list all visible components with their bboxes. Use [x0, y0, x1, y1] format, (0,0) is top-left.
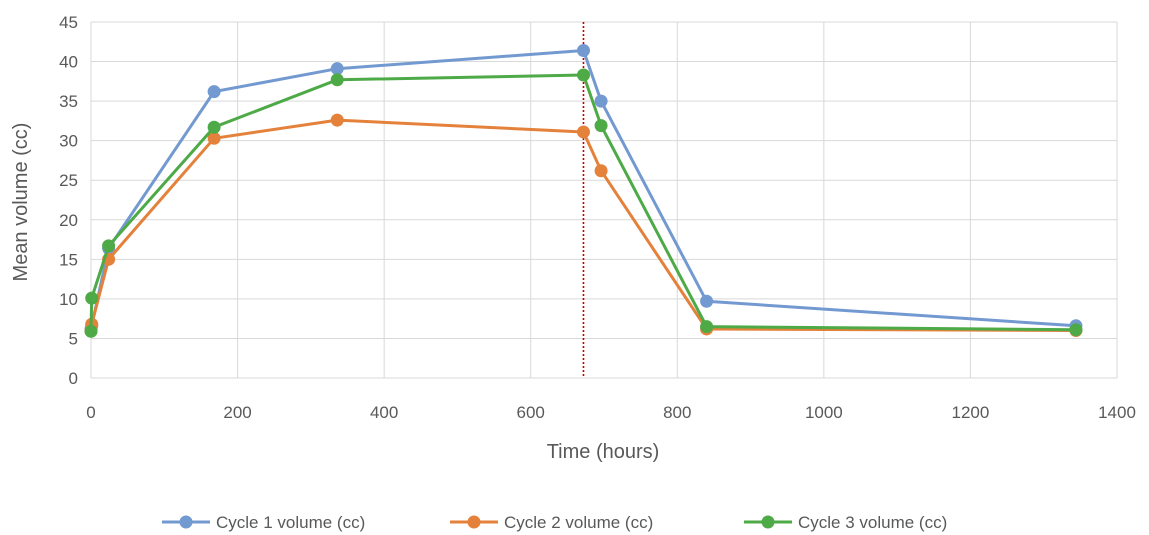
- data-point: [576, 43, 590, 57]
- series-layer: [84, 43, 1083, 338]
- data-point: [700, 294, 714, 308]
- x-tick-label: 1200: [952, 403, 990, 422]
- legend-swatch-marker: [761, 515, 775, 529]
- y-tick-label: 35: [59, 92, 78, 111]
- series-3: [84, 68, 1083, 338]
- data-point: [207, 85, 221, 99]
- legend-swatch-marker: [179, 515, 193, 529]
- legend: Cycle 1 volume (cc) Cycle 2 volume (cc) Cy…: [162, 513, 947, 532]
- legend-label: Cycle 1 volume (cc): [216, 513, 365, 532]
- data-point: [594, 164, 608, 178]
- data-point: [330, 62, 344, 76]
- legend-item: Cycle 2 volume (cc): [450, 513, 653, 532]
- data-point: [207, 120, 221, 134]
- y-tick-label: 20: [59, 211, 78, 230]
- y-tick-label: 15: [59, 250, 78, 269]
- x-tick-label: 600: [517, 403, 545, 422]
- data-point: [84, 324, 98, 338]
- x-tick-label: 800: [663, 403, 691, 422]
- x-tick-label: 1000: [805, 403, 843, 422]
- x-tick-label: 400: [370, 403, 398, 422]
- gridlines: [90, 21, 1118, 379]
- data-point: [330, 113, 344, 127]
- data-point: [207, 131, 221, 145]
- legend-swatch-marker: [467, 515, 481, 529]
- data-point: [576, 68, 590, 82]
- data-point: [85, 291, 99, 305]
- x-axis-title: Time (hours): [547, 441, 660, 463]
- legend-label: Cycle 2 volume (cc): [504, 513, 653, 532]
- data-point: [576, 125, 590, 139]
- data-point: [1069, 323, 1083, 337]
- legend-item: Cycle 3 volume (cc): [744, 513, 947, 532]
- legend-label: Cycle 3 volume (cc): [798, 513, 947, 532]
- y-tick-label: 0: [69, 369, 78, 388]
- x-tick-label: 0: [86, 403, 95, 422]
- x-tick-label: 1400: [1098, 403, 1136, 422]
- data-point: [594, 94, 608, 108]
- y-tick-label: 30: [59, 132, 78, 151]
- legend-item: Cycle 1 volume (cc): [162, 513, 365, 532]
- x-tick-label: 200: [223, 403, 251, 422]
- x-tick-labels: 0 200 400 600 800 1000 1200 1400: [86, 403, 1136, 422]
- data-point: [700, 320, 714, 334]
- y-tick-label: 40: [59, 53, 78, 72]
- y-tick-label: 25: [59, 171, 78, 190]
- y-tick-label: 5: [69, 329, 78, 348]
- y-tick-label: 45: [59, 13, 78, 32]
- data-point: [102, 239, 116, 253]
- y-tick-label: 10: [59, 290, 78, 309]
- data-point: [594, 119, 608, 133]
- data-point: [330, 73, 344, 87]
- y-axis-title: Mean volume (cc): [10, 123, 32, 282]
- y-tick-labels: 0 5 10 15 20 25 30 35 40 45: [59, 13, 78, 388]
